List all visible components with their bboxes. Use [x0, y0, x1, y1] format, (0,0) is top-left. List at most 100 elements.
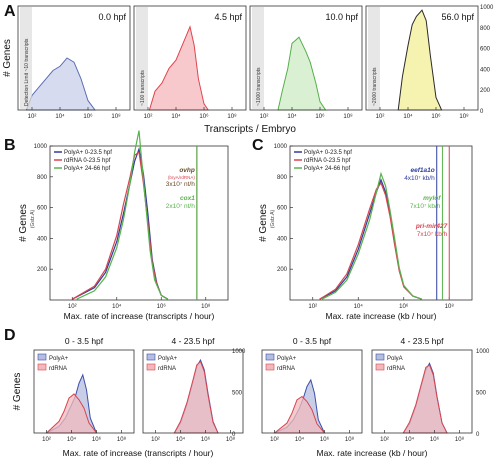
panel-c-series-line [319, 178, 423, 300]
panel-b-xlabel: Max. rate of increase (transcripts / hou… [64, 311, 215, 321]
panel-b-ytick-label: 200 [37, 267, 48, 273]
panel-b-marker-gene: ovhp [179, 167, 195, 174]
panel-d-charts: 0 - 3.5 hpf PolyA+ rdRNA 10² 10⁴ 10⁶ 10⁸ 4 - 23… [12, 336, 490, 458]
detection-limit-band [368, 7, 380, 109]
panel-a-xtick-label: 10⁸ [343, 113, 353, 120]
panel-d-right-tick: 0 [476, 432, 480, 438]
panel-b-legend-label: rdRNA 0-23.5 hpf [64, 158, 111, 164]
panel-a-xlabel: Transcripts / Embryo [204, 124, 296, 135]
panel-c-marker-rate: 7x10⁷ kb/h [417, 231, 448, 238]
panel-d-frame [261, 349, 363, 434]
panel-letter-b: B [4, 137, 16, 154]
panel-c-marker-gene: pri-mir427 [415, 223, 448, 230]
panel-a-right-tick: 1000 [480, 5, 494, 11]
panel-a-xtick-label: 10⁶ [83, 113, 93, 120]
panel-a-xtick-label: 10⁶ [199, 113, 209, 120]
panel-b-chart: 1000 800 600 400 200 10² 10⁴ 10⁶ 10⁸ PolyA+ 0-23.… [18, 130, 229, 321]
panel-a-right-tick: 800 [480, 26, 491, 32]
panel-c-ytick-label: 600 [277, 206, 288, 212]
panel-d-xtick-label: 10² [380, 437, 389, 443]
subplot-title: 4 - 23.5 hpf [171, 336, 215, 346]
panel-d-right-tick: 1000 [476, 349, 490, 355]
panel-d-xtick-label: 10⁶ [201, 436, 211, 443]
panel-d-right-tick: 0 [232, 432, 236, 438]
panel-c-marker-rate: 4x10⁷ kb/h [404, 175, 435, 182]
panel-d-right-tick: 500 [476, 391, 487, 397]
histogram-area [45, 393, 98, 434]
panel-b-xtick-label: 10⁴ [112, 303, 122, 310]
panel-b-marker-gene: cox1 [180, 195, 195, 202]
panel-c-ytick-label: 400 [277, 236, 288, 242]
panel-a-right-tick: 200 [480, 88, 491, 94]
panel-b-ytick-label: 600 [37, 206, 48, 212]
panel-d-xtick-label: 10⁸ [117, 436, 127, 443]
legend-swatch [37, 363, 47, 371]
histogram-area [25, 57, 96, 111]
panel-a-xtick-label: 10⁴ [287, 113, 297, 120]
detection-limit-band [136, 7, 148, 109]
legend-swatch [265, 363, 275, 371]
subplot-time-label: 0.0 hpf [98, 12, 126, 22]
panel-a-frame [365, 5, 479, 111]
legend-label: rdRNA [277, 366, 295, 372]
legend-swatch [37, 353, 47, 361]
panel-b-series-line [71, 151, 169, 300]
legend-label: PolyA+ [158, 356, 178, 362]
subplot-time-label: 56.0 hpf [441, 12, 474, 22]
panel-a-xtick-label: 10⁴ [55, 113, 65, 120]
panel-d-right-tick: 1000 [232, 349, 246, 355]
panel-c-frame [289, 145, 473, 301]
legend-swatch [375, 363, 385, 371]
panel-a-xtick-label: 10² [260, 114, 269, 120]
detection-limit-band [20, 7, 32, 109]
panel-d-xtick-label: 10² [42, 437, 51, 443]
subplot-time-label: 4.5 hpf [214, 12, 242, 22]
subplot-title: 4 - 23.5 hpf [400, 336, 444, 346]
detection-limit-note: ~1000 transcripts [256, 67, 262, 106]
panel-b-ylabel: # Genes [18, 204, 29, 242]
panel-d-frame [33, 349, 135, 434]
histogram-area [148, 25, 210, 111]
subplot-title: 0 - 3.5 hpf [293, 336, 332, 346]
panel-b-xtick-label: 10⁶ [157, 303, 167, 310]
panel-a-xtick-label: 10² [144, 114, 153, 120]
panel-b-marker-rate: 3x10⁷ nt/h [166, 181, 195, 188]
panel-a-xtick-label: 10⁴ [171, 113, 181, 120]
panel-d-xtick-label: 10⁶ [320, 436, 330, 443]
panel-d-xtick-label: 10⁶ [430, 436, 440, 443]
panel-a-right-tick: 400 [480, 67, 491, 73]
panel-d-xtick-label: 10⁴ [176, 436, 186, 443]
panel-d-xtick-label: 10⁶ [92, 436, 102, 443]
panel-letter-d: D [4, 327, 16, 344]
panel-d-xtick-label: 10⁴ [405, 436, 415, 443]
panel-a-xtick-label: 10⁸ [227, 113, 237, 120]
legend-swatch [265, 353, 275, 361]
panel-c-legend-label: PolyA+ 0-23.5 hpf [304, 150, 352, 156]
histogram-area [173, 360, 219, 434]
panel-a-right-tick: 0 [480, 109, 484, 115]
histogram-area [402, 364, 448, 434]
panel-a-xtick-label: 10² [376, 114, 385, 120]
panel-a-xtick-label: 10⁸ [111, 113, 121, 120]
panel-b-legend-label: PolyA+ 0-23.5 hpf [64, 150, 112, 156]
detection-limit-note: ~100 transcripts [140, 70, 146, 106]
panel-d-xtick-label: 10⁸ [455, 436, 465, 443]
detection-limit-note: ~2000 transcripts [372, 67, 378, 106]
panel-c-legend-label: PolyA+ 24-66 hpf [304, 166, 351, 172]
panel-letter-a: A [4, 3, 16, 20]
legend-swatch [375, 353, 385, 361]
panel-d-ylabel: # Genes [12, 373, 23, 411]
panel-b-marker-rate: 2x10⁷ nt/h [166, 203, 195, 210]
histogram-area [277, 36, 327, 111]
panel-c-marker-rate: 7x10⁷ kb/h [410, 203, 441, 210]
panel-b-ytick-label: 400 [37, 236, 48, 242]
panel-b-marker-sublabel: (bryA/rdRNA) [168, 175, 196, 180]
panel-c-ytick-label: 1000 [274, 144, 288, 150]
panel-b-xtick-label: 10² [68, 304, 77, 310]
panel-b-ylabel-unit: (Gstz.A) [30, 210, 36, 229]
panel-c-xlabel: Max. rate increase (kb / hour) [325, 311, 436, 321]
panel-d-xtick-label: 10⁴ [295, 436, 305, 443]
panel-a-xtick-label: 10⁶ [315, 113, 325, 120]
legend-label: rdRNA [387, 366, 405, 372]
panel-a-right-tick: 600 [480, 47, 491, 53]
